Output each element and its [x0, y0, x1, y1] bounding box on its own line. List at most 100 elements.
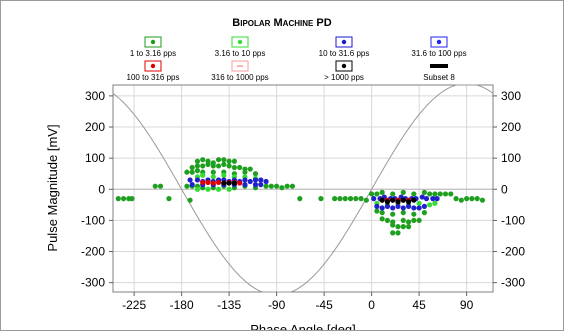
sine-curve-path	[112, 84, 494, 293]
data-point	[337, 196, 343, 202]
data-point	[242, 177, 248, 183]
data-point	[395, 230, 401, 236]
data-point	[226, 180, 232, 186]
legend: 1 to 3.16 pps 3.16 to 10 pps 10 to 31.6 pp…	[127, 36, 467, 82]
data-point	[400, 205, 406, 211]
data-point	[405, 199, 412, 205]
legend-swatch-mark	[436, 39, 442, 45]
data-point	[427, 202, 433, 208]
data-point	[379, 210, 385, 216]
data-point	[390, 211, 396, 217]
data-point	[379, 205, 385, 211]
x-tick-label: 45	[412, 298, 426, 312]
data-point	[215, 157, 222, 163]
data-point	[379, 197, 385, 203]
data-point	[384, 217, 391, 224]
data-point	[120, 196, 127, 202]
data-point	[226, 186, 232, 192]
data-point	[453, 196, 459, 202]
data-point	[284, 183, 290, 189]
data-point	[430, 196, 436, 202]
data-point	[400, 197, 406, 203]
data-point	[421, 203, 427, 209]
data-point	[458, 197, 464, 203]
legend-swatch-mark	[150, 39, 156, 45]
data-point	[210, 163, 216, 169]
data-point	[187, 197, 193, 203]
legend-label: Subset 8	[423, 73, 455, 82]
data-point	[400, 217, 406, 224]
legend-label: 316 to 1000 pps	[211, 73, 268, 82]
data-point	[405, 224, 412, 230]
data-point	[210, 174, 216, 180]
data-point	[221, 161, 227, 167]
data-point	[464, 196, 470, 202]
data-point	[395, 224, 401, 230]
data-point	[411, 205, 417, 211]
data-point	[469, 196, 475, 202]
y-tick-label-left: -300	[81, 276, 105, 290]
plot-area-border	[112, 84, 494, 293]
data-point	[374, 208, 380, 214]
gridlines	[113, 85, 493, 292]
legend-label: > 1000 pps	[324, 73, 364, 82]
reference-sine-curve	[112, 84, 494, 293]
data-point	[189, 164, 195, 171]
data-point	[384, 199, 391, 205]
data-point	[358, 196, 364, 202]
data-point	[347, 196, 354, 202]
data-point	[297, 196, 303, 202]
data-point	[152, 183, 158, 189]
x-tick-label: -225	[122, 298, 146, 312]
data-point	[157, 183, 164, 189]
data-point	[374, 203, 380, 209]
legend-item: Subset 8	[423, 64, 455, 82]
data-point	[166, 196, 172, 202]
data-point	[395, 199, 401, 205]
data-point	[215, 179, 222, 186]
data-point	[205, 179, 211, 186]
data-point	[390, 222, 396, 228]
x-tick-label: -90	[268, 298, 286, 312]
data-point	[194, 168, 201, 174]
data-points	[115, 157, 486, 236]
data-point	[432, 200, 438, 206]
data-point	[215, 186, 222, 192]
legend-item: 100 to 316 pps	[127, 60, 179, 82]
data-point	[332, 196, 338, 202]
data-point	[289, 183, 296, 189]
data-point	[205, 161, 211, 167]
data-point	[411, 211, 417, 217]
data-point	[416, 217, 422, 224]
data-point	[274, 183, 280, 189]
data-point	[258, 177, 264, 183]
x-tick-label: 0	[368, 298, 375, 312]
y-tick-label-right: -200	[501, 245, 525, 259]
legend-item: 316 to 1000 pps	[211, 60, 269, 82]
legend-item: 31.6 to 100 pps	[411, 36, 467, 58]
y-tick-label-left: -200	[81, 245, 105, 259]
data-point	[200, 163, 206, 169]
data-point	[252, 177, 259, 183]
data-point	[411, 191, 417, 197]
y-tick-label-right: -300	[501, 276, 525, 290]
data-point	[395, 203, 401, 209]
y-tick-label-left: 0	[98, 182, 105, 196]
legend-label: 31.6 to 100 pps	[411, 49, 466, 58]
data-point	[427, 191, 433, 197]
data-point	[115, 196, 121, 202]
data-point	[258, 182, 264, 188]
data-point	[221, 180, 227, 186]
y-tick-label-left: 300	[85, 89, 105, 103]
data-point	[405, 219, 412, 225]
data-point	[421, 189, 427, 195]
y-tick-label-left: 200	[85, 120, 105, 134]
legend-swatch-mark	[341, 39, 347, 45]
data-point	[231, 180, 237, 186]
data-point	[479, 197, 486, 203]
legend-swatch-bar	[430, 64, 448, 68]
data-point	[279, 185, 285, 191]
data-point	[194, 158, 201, 164]
data-point	[371, 196, 377, 202]
